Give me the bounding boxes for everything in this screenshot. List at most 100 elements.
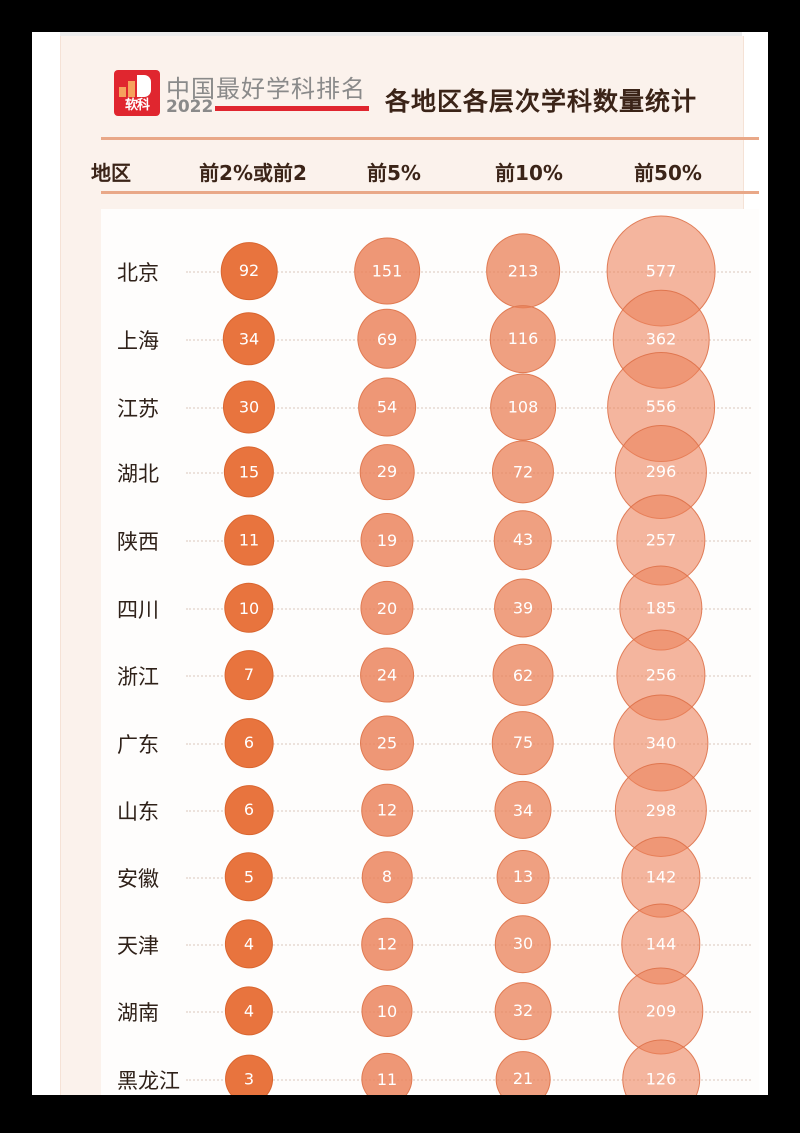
row-guide-line xyxy=(186,810,751,812)
top-strip xyxy=(60,32,742,37)
column-header-top50: 前50% xyxy=(634,161,702,185)
brand-year: 2022 xyxy=(166,97,214,117)
bubble-top5: 24 xyxy=(360,647,414,703)
row-guide-line xyxy=(186,1011,751,1013)
bubble-value: 108 xyxy=(507,397,539,417)
bubble-value: 296 xyxy=(645,462,677,482)
bubble-value: 4 xyxy=(243,1001,255,1021)
bubble-top5: 25 xyxy=(360,715,414,771)
column-header-top5: 前5% xyxy=(367,161,421,185)
region-label: 天津 xyxy=(117,934,159,958)
bubble-top2: 7 xyxy=(224,650,274,700)
column-header-top2: 前2%或前2 xyxy=(199,161,307,185)
bubble-value: 10 xyxy=(376,1001,398,1021)
bubble-top2: 92 xyxy=(220,242,278,300)
chart-card: 软科 中国最好学科排名 2022 各地区各层次学科数量统计 地区 前2%或前2 … xyxy=(60,36,759,1095)
row-guide-line xyxy=(186,608,751,610)
bubble-value: 3 xyxy=(243,1069,255,1089)
bubble-value: 29 xyxy=(376,462,398,482)
row-guide-line xyxy=(186,407,751,409)
bubble-value: 62 xyxy=(512,665,534,685)
row-guide-line xyxy=(186,675,751,677)
bubble-top10: 43 xyxy=(493,510,553,570)
bubble-top5: 151 xyxy=(354,237,420,305)
bubble-value: 142 xyxy=(645,867,677,887)
bubble-value: 69 xyxy=(376,329,398,349)
region-label: 江苏 xyxy=(117,397,159,421)
logo-r-shape xyxy=(137,75,151,97)
bubble-top5: 10 xyxy=(361,984,413,1038)
bubble-value: 11 xyxy=(376,1069,398,1089)
row-guide-line xyxy=(186,944,751,946)
bubble-top10: 21 xyxy=(495,1051,551,1095)
bubble-top5: 20 xyxy=(360,580,414,636)
region-label: 黑龙江 xyxy=(117,1069,180,1093)
bubble-value: 39 xyxy=(512,598,534,618)
bubble-top5: 12 xyxy=(361,917,413,971)
bubble-value: 20 xyxy=(376,598,398,618)
row-guide-line xyxy=(186,271,751,273)
bubble-value: 7 xyxy=(243,665,255,685)
bubble-value: 256 xyxy=(645,665,677,685)
bubble-top10: 34 xyxy=(494,780,552,840)
bubble-value: 30 xyxy=(512,934,534,954)
bubble-top5: 54 xyxy=(358,377,416,437)
bubble-value: 209 xyxy=(645,1001,677,1021)
chart-title: 各地区各层次学科数量统计 xyxy=(384,87,697,116)
bubble-value: 362 xyxy=(645,329,677,349)
bubble-top5: 8 xyxy=(361,851,413,903)
region-label: 湖北 xyxy=(117,462,159,486)
bubble-top2: 34 xyxy=(222,312,276,366)
bubble-top10: 72 xyxy=(491,440,555,504)
region-label: 北京 xyxy=(117,261,159,285)
row-guide-line xyxy=(186,877,751,879)
bubble-value: 340 xyxy=(645,733,677,753)
bubble-value: 12 xyxy=(376,934,398,954)
bubble-top2: 11 xyxy=(224,514,274,566)
bubble-top50: 257 xyxy=(616,494,706,586)
header-rule-bottom xyxy=(101,191,759,194)
row-guide-line xyxy=(186,540,751,542)
bubble-value: 213 xyxy=(507,261,539,281)
bubble-value: 12 xyxy=(376,800,398,820)
bubble-top10: 108 xyxy=(490,373,556,441)
brand-name: 中国最好学科排名 xyxy=(166,75,366,103)
bubble-value: 185 xyxy=(645,598,677,618)
bubble-top2: 15 xyxy=(223,446,275,498)
bubble-value: 257 xyxy=(645,530,677,550)
bar-logo-icon xyxy=(119,75,155,97)
logo-bar xyxy=(128,81,135,97)
bubble-value: 21 xyxy=(512,1069,534,1089)
bubble-top2: 3 xyxy=(225,1054,273,1095)
bubble-top2: 6 xyxy=(224,785,274,835)
bubble-value: 34 xyxy=(238,329,260,349)
brand-underline xyxy=(215,106,369,111)
bubble-value: 75 xyxy=(512,733,534,753)
bubble-value: 30 xyxy=(238,397,260,417)
bubble-value: 6 xyxy=(243,800,255,820)
bubble-top10: 13 xyxy=(496,850,550,904)
bubble-value: 72 xyxy=(512,462,534,482)
bubble-value: 126 xyxy=(645,1069,677,1089)
bubble-value: 10 xyxy=(238,598,260,618)
bubble-top10: 116 xyxy=(489,305,557,373)
bubble-top50: 126 xyxy=(622,1039,700,1095)
bubble-top10: 75 xyxy=(491,711,555,775)
bubble-value: 92 xyxy=(238,261,260,281)
bubble-value: 577 xyxy=(645,261,677,281)
bubble-value: 54 xyxy=(376,397,398,417)
bubble-value: 13 xyxy=(512,867,534,887)
region-label: 山东 xyxy=(117,800,159,824)
bubble-value: 8 xyxy=(381,867,393,887)
bubble-value: 556 xyxy=(645,397,677,417)
column-header-top10: 前10% xyxy=(495,161,563,185)
region-label: 湖南 xyxy=(117,1001,159,1025)
bubble-value: 116 xyxy=(507,329,539,349)
bubble-value: 298 xyxy=(645,800,677,820)
bubble-top10: 30 xyxy=(494,915,552,973)
region-label: 上海 xyxy=(117,329,159,353)
region-label: 安徽 xyxy=(117,867,159,891)
bubble-value: 11 xyxy=(238,530,260,550)
region-label: 广东 xyxy=(117,733,159,757)
row-guide-line xyxy=(186,1079,751,1081)
